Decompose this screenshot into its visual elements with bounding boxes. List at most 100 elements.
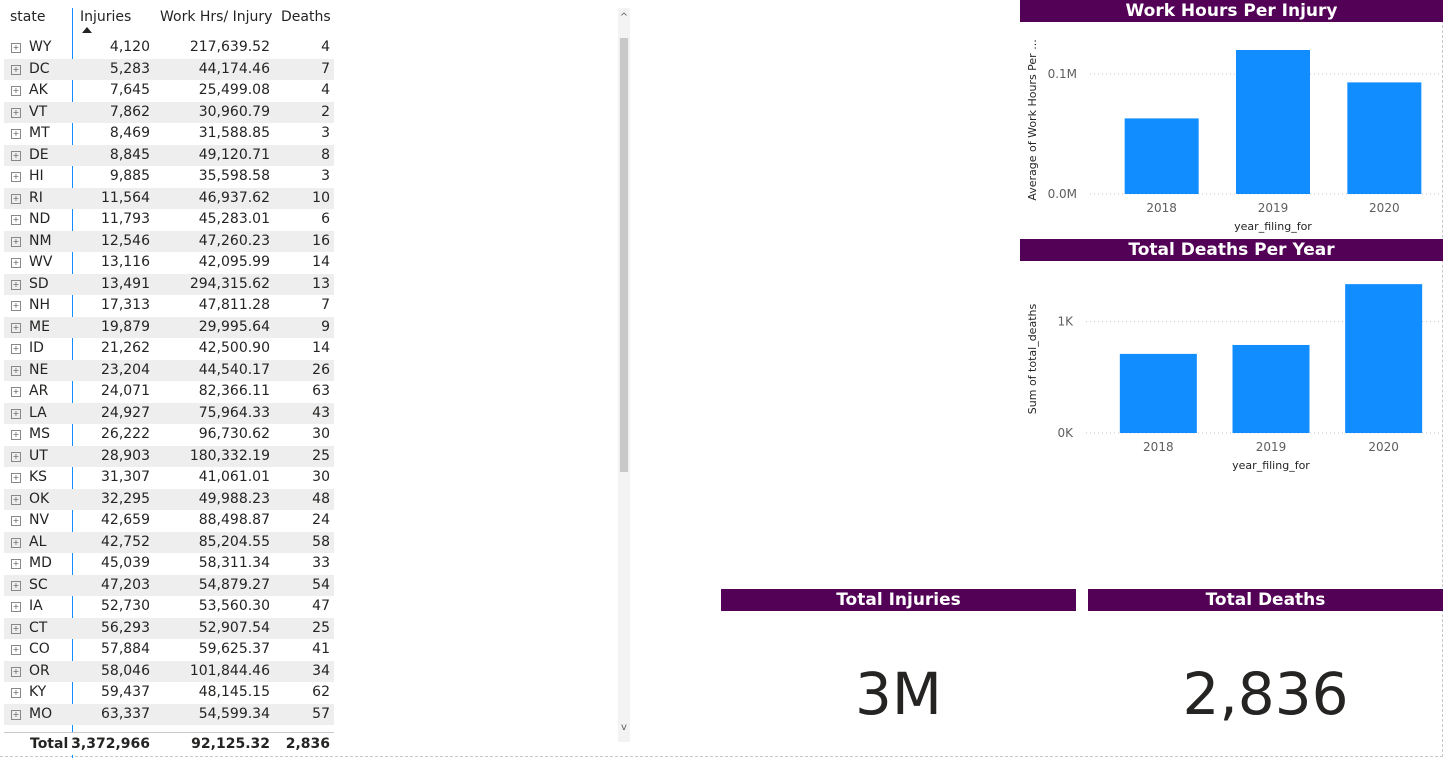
header-work-hrs[interactable]: Work Hrs/ Injury	[160, 9, 273, 25]
scrollbar-thumb[interactable]	[620, 38, 628, 472]
table-row[interactable]: + OK 32,295 49,988.23 48	[4, 488, 334, 510]
total-deaths-per-year-chart[interactable]: 0K 1K 2018 2019 2020 year_filing_for Sum of to…	[1020, 263, 1444, 475]
table-row[interactable]: + WY 4,120 217,639.52 4	[4, 37, 334, 59]
header-deaths[interactable]: Deaths	[281, 9, 331, 25]
cell-work-hrs: 31,588.85	[198, 125, 270, 141]
cell-work-hrs: 47,811.28	[198, 297, 270, 313]
expand-icon[interactable]: +	[11, 559, 21, 569]
total-work-hrs: 92,125.32	[191, 736, 270, 752]
table-row[interactable]: + NE 23,204 44,540.17 26	[4, 359, 334, 381]
cell-deaths: 48	[312, 490, 330, 507]
expand-icon[interactable]: +	[11, 258, 21, 268]
table-row[interactable]: + AR 24,071 82,366.11 63	[4, 381, 334, 403]
table-row[interactable]: + RI 11,564 46,937.62 10	[4, 187, 334, 209]
cell-deaths: 54	[312, 576, 330, 593]
cell-state: KY	[29, 684, 47, 700]
table-row[interactable]: + KS 31,307 41,061.01 30	[4, 467, 334, 489]
expand-icon[interactable]: +	[11, 322, 21, 333]
expand-icon[interactable]: +	[11, 645, 21, 655]
table-row[interactable]: + ID 21,262 42,500.90 14	[4, 338, 334, 360]
expand-icon[interactable]: +	[11, 150, 21, 161]
table-row[interactable]: + WV 13,116 42,095.99 14	[4, 252, 334, 274]
cell-state: VT	[29, 103, 48, 120]
bar-2019[interactable]	[1236, 50, 1310, 194]
expand-icon[interactable]: +	[11, 64, 21, 75]
table-row[interactable]: + IA 52,730 53,560.30 47	[4, 596, 334, 618]
table-row[interactable]: + ME 19,879 29,995.64 9	[4, 316, 334, 338]
bar-2020[interactable]	[1347, 82, 1422, 194]
expand-icon[interactable]: +	[11, 86, 21, 96]
cell-state: UT	[29, 447, 48, 464]
table-row[interactable]: + NH 17,313 47,811.28 7	[4, 295, 334, 317]
expand-icon[interactable]: +	[11, 602, 21, 612]
cell-state: DC	[29, 60, 50, 77]
table-row[interactable]: + ND 11,793 45,283.01 6	[4, 209, 334, 231]
expand-icon[interactable]: +	[11, 43, 21, 53]
table-row[interactable]: + SC 47,203 54,879.27 54	[4, 574, 334, 596]
table-row[interactable]: + DC 5,283 44,174.46 7	[4, 58, 334, 80]
table-row[interactable]: + CT 56,293 52,907.54 25	[4, 617, 334, 639]
table-row[interactable]: + OR 58,046 101,844.46 34	[4, 660, 334, 682]
table-row[interactable]: + AL 42,752 85,204.55 58	[4, 531, 334, 553]
state-table[interactable]: state Injuries Work Hrs/ Injury Deaths +…	[4, 0, 339, 759]
table-row[interactable]: + MD 45,039 58,311.34 33	[4, 553, 334, 575]
table-row[interactable]: + LA 24,927 75,964.33 43	[4, 402, 334, 424]
cell-injuries: 24,071	[101, 383, 150, 399]
expand-icon[interactable]: +	[11, 451, 21, 462]
expand-icon[interactable]: +	[11, 430, 21, 440]
expand-icon[interactable]: +	[11, 666, 21, 677]
table-row[interactable]: + UT 28,903 180,332.19 25	[4, 445, 334, 467]
expand-icon[interactable]: +	[11, 623, 21, 634]
table-row[interactable]: + KY 59,437 48,145.15 62	[4, 682, 334, 704]
scroll-up-icon[interactable]: ^	[619, 12, 629, 23]
expand-icon[interactable]: +	[11, 279, 21, 290]
expand-icon[interactable]: +	[11, 688, 21, 698]
table-row[interactable]: + CO 57,884 59,625.37 41	[4, 639, 334, 661]
cell-state: ID	[29, 340, 44, 356]
table-row[interactable]: + NV 42,659 88,498.87 24	[4, 510, 334, 532]
table-row[interactable]: + AK 7,645 25,499.08 4	[4, 80, 334, 102]
bar-2018[interactable]	[1124, 118, 1199, 194]
table-row[interactable]: + VT 7,862 30,960.79 2	[4, 101, 334, 123]
expand-icon[interactable]: +	[11, 580, 21, 591]
table-row[interactable]: + HI 9,885 35,598.58 3	[4, 166, 334, 188]
y-tick-label: 0.1M	[1048, 67, 1077, 81]
table-row[interactable]: + MO 63,337 54,599.34 57	[4, 703, 334, 725]
expand-icon[interactable]: +	[11, 408, 21, 419]
expand-icon[interactable]: +	[11, 236, 21, 247]
table-scrollbar[interactable]: ^ v	[618, 8, 630, 742]
expand-icon[interactable]: +	[11, 301, 21, 311]
cell-work-hrs: 41,061.01	[198, 469, 270, 485]
work-hours-per-injury-chart[interactable]: 0.0M 0.1M 2018 2019 2020 year_filing_for Avera…	[1020, 24, 1444, 236]
expand-icon[interactable]: +	[11, 107, 21, 118]
cell-deaths: 4	[321, 39, 330, 55]
expand-icon[interactable]: +	[11, 709, 21, 720]
table-row[interactable]: + MS 26,222 96,730.62 30	[4, 424, 334, 446]
cell-injuries: 21,262	[101, 340, 150, 356]
table-row[interactable]: + SD 13,491 294,315.62 13	[4, 273, 334, 295]
expand-icon[interactable]: +	[11, 215, 21, 225]
header-state[interactable]: state	[10, 9, 46, 25]
cell-deaths: 43	[312, 404, 330, 421]
expand-icon[interactable]: +	[11, 365, 21, 376]
expand-icon[interactable]: +	[11, 537, 21, 548]
header-injuries[interactable]: Injuries	[80, 9, 132, 25]
table-row[interactable]: + MT 8,469 31,588.85 3	[4, 123, 334, 145]
bar-2020[interactable]	[1345, 284, 1423, 433]
expand-icon[interactable]: +	[11, 494, 21, 505]
table-row[interactable]: + DE 8,845 49,120.71 8	[4, 144, 334, 166]
bar-2018[interactable]	[1119, 353, 1197, 433]
expand-icon[interactable]: +	[11, 387, 21, 397]
cell-deaths: 7	[321, 297, 330, 313]
scroll-down-icon[interactable]: v	[621, 722, 627, 733]
table-row[interactable]: + NM 12,546 47,260.23 16	[4, 230, 334, 252]
expand-icon[interactable]: +	[11, 516, 21, 526]
table-body[interactable]: + WY 4,120 217,639.52 4 + DC 5,283 44,174.46 7 + AK…	[4, 37, 334, 732]
bar-2019[interactable]	[1232, 344, 1310, 433]
cell-state: AK	[29, 82, 48, 98]
expand-icon[interactable]: +	[11, 172, 21, 182]
expand-icon[interactable]: +	[11, 129, 21, 139]
expand-icon[interactable]: +	[11, 473, 21, 483]
expand-icon[interactable]: +	[11, 344, 21, 354]
expand-icon[interactable]: +	[11, 193, 21, 204]
